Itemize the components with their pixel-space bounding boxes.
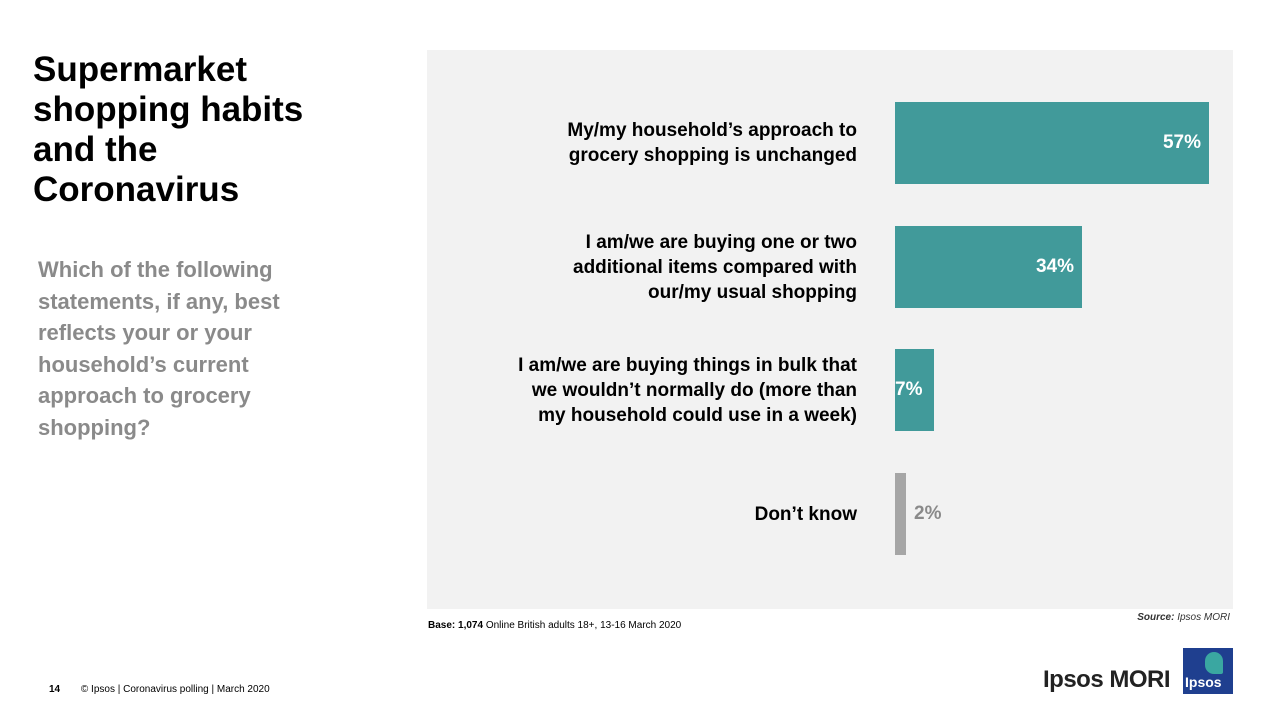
base-text: Online British adults 18+, 13-16 March 2… [485, 620, 682, 631]
footer-text: © Ipsos | Coronavirus polling | March 20… [80, 684, 270, 695]
category-label: My/my household’s approach to grocery sh… [567, 120, 857, 166]
value-label: 57% [1162, 132, 1201, 153]
footer: 14 © Ipsos | Coronavirus polling | March… [49, 684, 270, 695]
base-value: 1,074 [458, 620, 484, 631]
base-note: Base: 1,074 Online British adults 18+, 1… [428, 620, 681, 631]
slide-title: Supermarket shopping habits and the Coro… [33, 50, 304, 209]
survey-question: Which of the following statements, if an… [38, 257, 280, 440]
value-label: 34% [1035, 256, 1074, 277]
bar [895, 226, 1082, 308]
category-label: I am/we are buying things in bulk that w… [518, 354, 857, 426]
logo-text: Ipsos [1185, 674, 1222, 690]
source-value: Ipsos MORI [1177, 612, 1230, 623]
logo-mark-icon [1205, 652, 1223, 674]
ipsos-logo: Ipsos [1183, 648, 1233, 694]
value-label: 2% [914, 503, 942, 524]
base-label: Base: [428, 620, 456, 631]
value-label: 7% [895, 379, 923, 400]
bar [895, 473, 906, 555]
page-number: 14 [49, 684, 61, 695]
bar [895, 102, 1209, 184]
bar [895, 349, 934, 431]
chart-panel: My/my household’s approach to grocery sh… [427, 50, 1233, 609]
category-label: Don’t know [754, 503, 857, 525]
category-label: I am/we are buying one or two additional… [573, 231, 857, 303]
source-label: Source: [1137, 612, 1175, 623]
source-note: Source: Ipsos MORI [1137, 612, 1230, 623]
brand-wordmark: Ipsos MORI [1043, 666, 1171, 693]
